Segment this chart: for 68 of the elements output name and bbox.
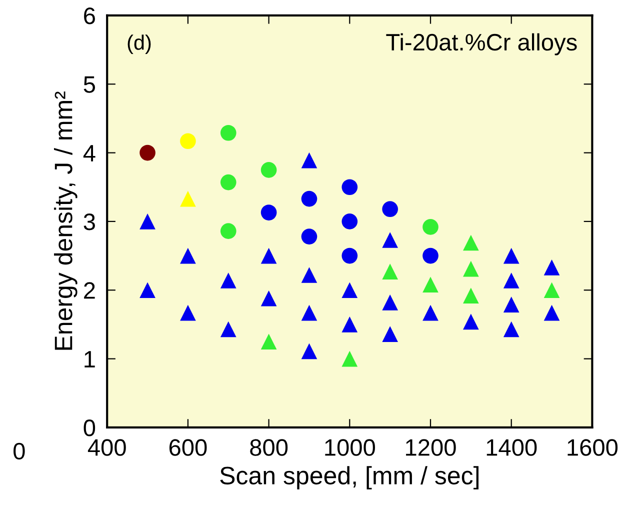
point <box>220 174 236 190</box>
point <box>382 201 398 218</box>
point <box>180 190 196 207</box>
point <box>260 248 277 264</box>
y-tick-label: 3 <box>84 214 95 230</box>
point <box>463 234 479 251</box>
point <box>342 282 358 298</box>
y-tick-label: 1 <box>84 351 95 368</box>
x-tick-label: 1600 <box>568 439 618 456</box>
annotation: Ti-20at.%Cr alloys <box>386 33 577 56</box>
point <box>140 282 156 298</box>
x-tick-label: 800 <box>250 439 288 456</box>
point <box>544 304 560 321</box>
point <box>544 260 560 276</box>
point <box>463 260 479 277</box>
point <box>301 228 318 244</box>
point <box>503 272 520 288</box>
point <box>342 214 358 230</box>
annotation: (d) <box>128 34 151 54</box>
x-axis-title: Scan speed, [mm / sec] <box>220 466 478 490</box>
point <box>260 162 277 178</box>
point <box>422 248 438 264</box>
point <box>301 152 318 168</box>
point <box>260 334 277 350</box>
point <box>342 316 358 332</box>
point <box>220 124 236 141</box>
point <box>342 350 358 367</box>
point <box>382 232 398 248</box>
point <box>422 304 438 321</box>
point <box>544 282 560 298</box>
point <box>140 144 156 161</box>
point <box>220 223 236 239</box>
x-tick-label: 1200 <box>406 439 456 456</box>
y-tick-label: 5 <box>84 76 95 93</box>
point <box>301 267 318 283</box>
text: 0 <box>14 442 25 460</box>
point <box>220 321 236 338</box>
point <box>463 288 479 304</box>
point <box>342 248 358 264</box>
point <box>180 248 196 264</box>
point <box>180 133 196 150</box>
x-tick-label: 1000 <box>325 439 375 456</box>
point <box>382 294 398 310</box>
point <box>301 304 318 321</box>
x-tick-label: 600 <box>169 439 207 456</box>
x-tick-label: 400 <box>88 439 126 456</box>
point <box>503 296 520 312</box>
point <box>140 214 156 230</box>
point <box>463 314 479 330</box>
y-tick-label: 4 <box>83 145 96 162</box>
point <box>503 321 520 338</box>
x-tick-label: 1400 <box>486 439 537 456</box>
point <box>422 219 438 235</box>
y-tick-label: 0 <box>84 420 96 436</box>
y-axis-title: Energy density, J / mm² <box>54 92 78 350</box>
point <box>260 290 277 306</box>
point <box>301 190 318 207</box>
point <box>382 264 398 280</box>
point <box>382 326 398 342</box>
point <box>503 248 520 264</box>
point <box>180 304 196 321</box>
point <box>342 179 358 196</box>
point <box>301 343 318 360</box>
point <box>260 204 277 220</box>
y-tick-label: 2 <box>84 282 95 299</box>
y-tick-label: 6 <box>84 8 95 24</box>
point <box>220 272 236 288</box>
point <box>422 276 438 293</box>
